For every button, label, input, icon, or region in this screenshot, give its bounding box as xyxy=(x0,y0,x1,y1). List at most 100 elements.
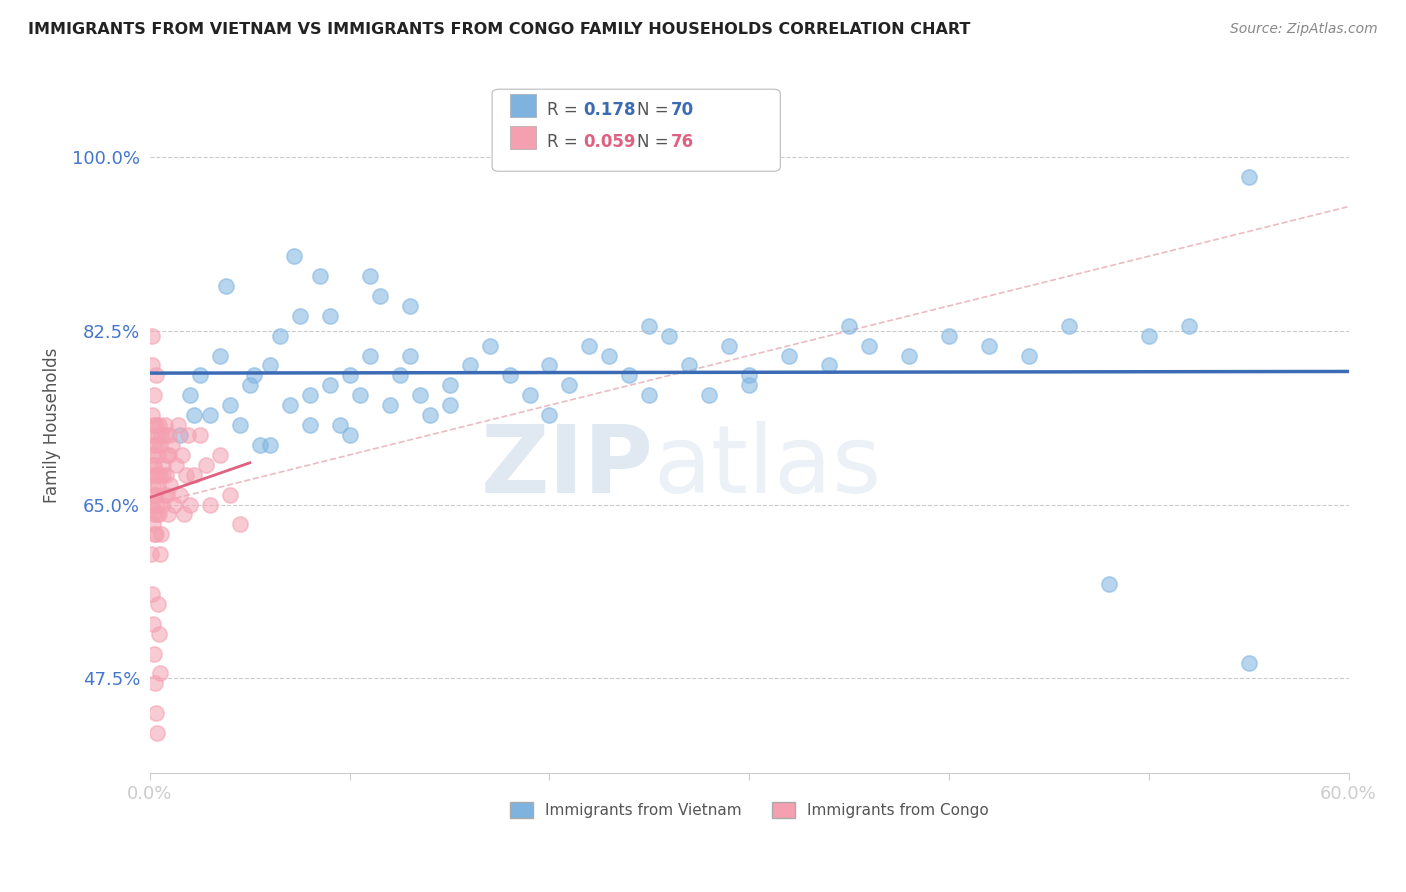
Point xyxy=(142,517,165,532)
Point xyxy=(148,428,170,442)
Point xyxy=(188,428,211,442)
Point xyxy=(339,368,361,383)
Point xyxy=(368,289,391,303)
Point xyxy=(243,368,266,383)
Point xyxy=(155,467,177,482)
Point xyxy=(157,428,180,442)
Text: Source: ZipAtlas.com: Source: ZipAtlas.com xyxy=(1230,22,1378,37)
Point xyxy=(142,508,165,522)
Point xyxy=(170,448,193,462)
Point xyxy=(159,477,181,491)
Point xyxy=(143,488,166,502)
Point xyxy=(598,349,620,363)
Point xyxy=(141,408,163,422)
Point xyxy=(638,388,661,402)
Point xyxy=(1018,349,1040,363)
Point xyxy=(558,378,581,392)
Point xyxy=(778,349,800,363)
Point xyxy=(478,338,501,352)
Point xyxy=(145,438,167,452)
Point xyxy=(142,458,165,472)
Point xyxy=(308,269,330,284)
Point xyxy=(359,349,381,363)
Point xyxy=(378,398,401,412)
Point xyxy=(145,368,167,383)
Point xyxy=(398,349,420,363)
Point xyxy=(578,338,600,352)
Point xyxy=(519,388,541,402)
Text: IMMIGRANTS FROM VIETNAM VS IMMIGRANTS FROM CONGO FAMILY HOUSEHOLDS CORRELATION C: IMMIGRANTS FROM VIETNAM VS IMMIGRANTS FR… xyxy=(28,22,970,37)
Text: N =: N = xyxy=(637,101,673,119)
Point xyxy=(249,438,271,452)
Point xyxy=(194,458,217,472)
Point xyxy=(139,467,162,482)
Point xyxy=(259,359,281,373)
Point xyxy=(141,359,163,373)
Point xyxy=(619,368,641,383)
Point xyxy=(339,428,361,442)
Point xyxy=(738,378,761,392)
Point xyxy=(439,378,461,392)
Point xyxy=(298,388,321,402)
Point xyxy=(148,626,170,640)
Point xyxy=(898,349,921,363)
Point xyxy=(167,418,190,433)
Point xyxy=(150,498,173,512)
Point xyxy=(153,418,176,433)
Point xyxy=(229,418,252,433)
Point xyxy=(157,448,180,462)
Point xyxy=(439,398,461,412)
Y-axis label: Family Households: Family Households xyxy=(44,347,60,503)
Point xyxy=(153,428,176,442)
Point xyxy=(146,726,169,740)
Point xyxy=(208,349,231,363)
Point xyxy=(152,458,174,472)
Point xyxy=(146,498,169,512)
Point xyxy=(148,418,170,433)
Point xyxy=(149,428,172,442)
Point xyxy=(173,508,195,522)
Point xyxy=(146,477,169,491)
Point xyxy=(188,368,211,383)
Legend: Immigrants from Vietnam, Immigrants from Congo: Immigrants from Vietnam, Immigrants from… xyxy=(503,796,995,824)
Point xyxy=(146,467,169,482)
Point xyxy=(269,328,291,343)
Point xyxy=(697,388,720,402)
Point xyxy=(143,438,166,452)
Point xyxy=(141,428,163,442)
Point xyxy=(183,408,205,422)
Point xyxy=(183,467,205,482)
Point xyxy=(259,438,281,452)
Point xyxy=(149,547,172,561)
Point xyxy=(1098,577,1121,591)
Point xyxy=(141,448,163,462)
Point xyxy=(143,676,166,690)
Point xyxy=(218,488,240,502)
Point xyxy=(498,368,520,383)
Point xyxy=(142,527,165,541)
Point xyxy=(142,616,165,631)
Point xyxy=(938,328,960,343)
Point xyxy=(145,706,167,720)
Point xyxy=(738,368,761,383)
Point xyxy=(143,488,166,502)
Point xyxy=(142,477,165,491)
Point xyxy=(1177,318,1199,333)
Point xyxy=(169,428,191,442)
Point xyxy=(283,249,305,263)
Point xyxy=(349,388,371,402)
Point xyxy=(359,269,381,284)
Point xyxy=(458,359,481,373)
Point xyxy=(179,388,201,402)
Point xyxy=(218,398,240,412)
Point xyxy=(149,527,172,541)
Point xyxy=(398,299,420,313)
Point xyxy=(229,517,252,532)
Text: 70: 70 xyxy=(671,101,693,119)
Point xyxy=(163,498,186,512)
Point xyxy=(177,428,200,442)
Point xyxy=(858,338,880,352)
Point xyxy=(977,338,1000,352)
Point xyxy=(1137,328,1160,343)
Point xyxy=(165,458,187,472)
